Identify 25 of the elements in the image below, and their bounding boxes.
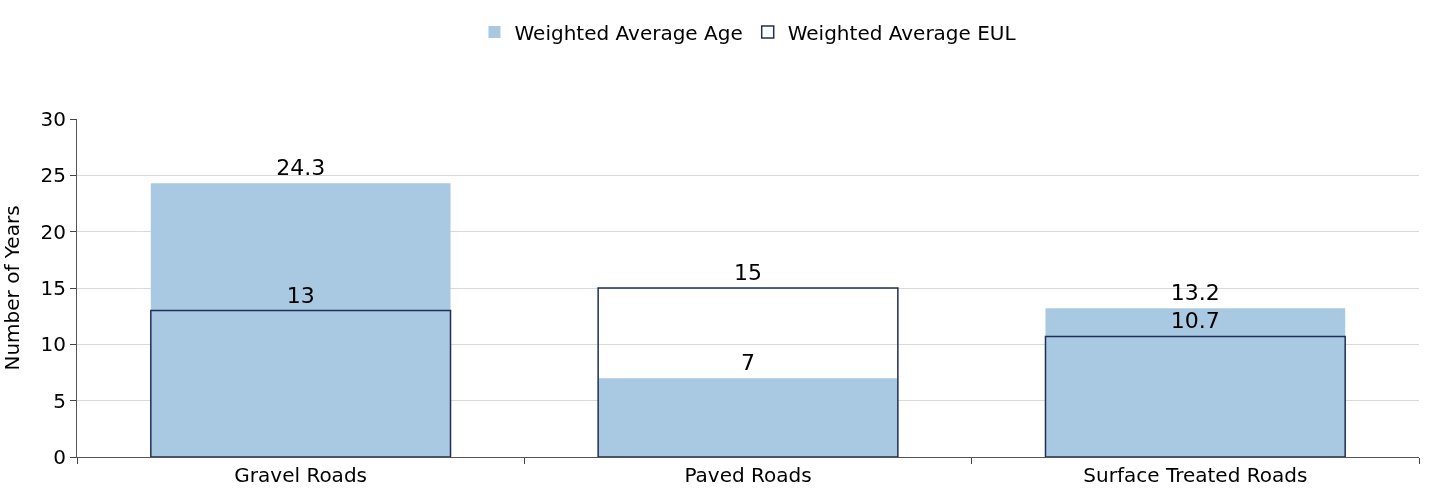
legend-label: Weighted Average Age [514, 20, 743, 45]
y-tick-label: 25 [40, 163, 66, 188]
x-tick-label: Paved Roads [684, 463, 812, 487]
data-label: 24.3 [276, 155, 326, 181]
y-tick-label: 30 [40, 107, 66, 131]
bar [150, 183, 451, 457]
y-tick-label: 15 [40, 276, 66, 300]
bar [597, 287, 899, 457]
legend-label: Weighted Average EUL [787, 20, 1017, 45]
x-tick-label: Gravel Roads [234, 463, 367, 487]
x-tick-label: Surface Treated Roads [1083, 463, 1308, 487]
y-tick-label: 5 [53, 388, 66, 413]
y-tick-label: 10 [40, 332, 66, 357]
bar [150, 309, 452, 457]
data-label: 7 [741, 350, 755, 376]
data-label: 13 [286, 282, 315, 308]
y-axis-title: Number of Years [0, 205, 25, 371]
bar [598, 378, 898, 457]
data-label: 10.7 [1170, 308, 1220, 334]
y-tick-label: 20 [40, 219, 66, 244]
bar [1045, 308, 1346, 457]
data-label: 13.2 [1170, 280, 1220, 306]
y-tick-label: 0 [53, 445, 66, 469]
bar [1044, 335, 1346, 457]
data-label: 15 [734, 260, 762, 285]
